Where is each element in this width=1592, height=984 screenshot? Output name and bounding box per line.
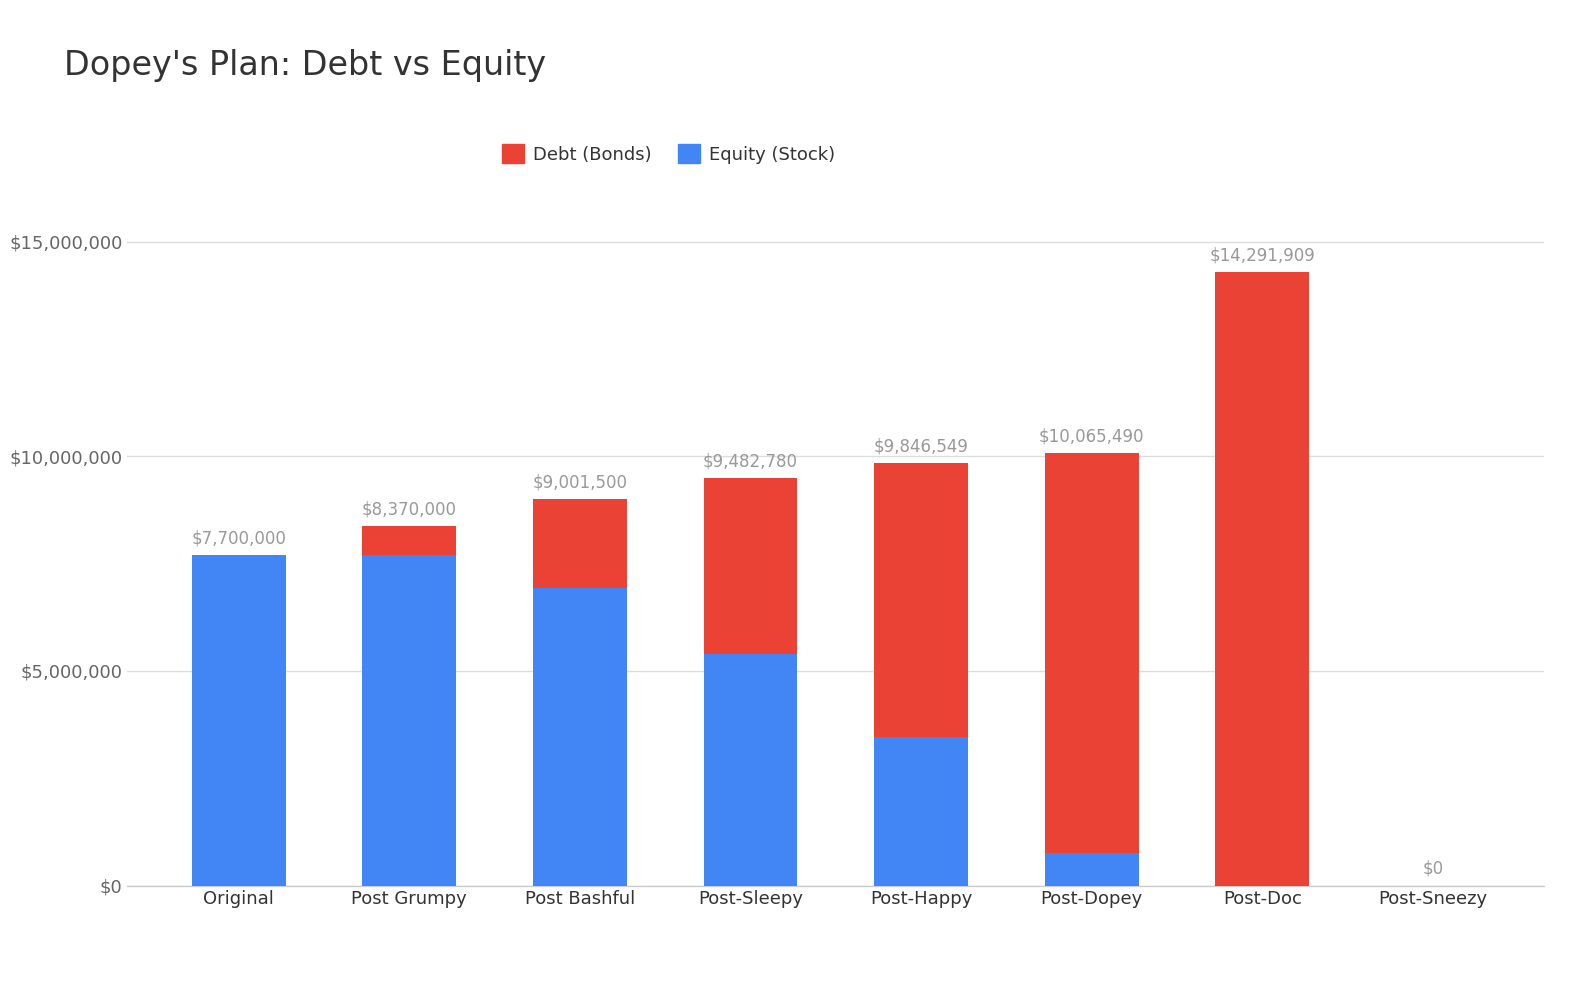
Text: $14,291,909: $14,291,909 (1210, 246, 1315, 264)
Bar (191, 555, 285, 886)
Bar (1044, 852, 1138, 886)
Bar (533, 588, 627, 886)
Bar (363, 555, 457, 886)
Bar (1215, 272, 1309, 886)
Text: $8,370,000: $8,370,000 (361, 501, 457, 519)
Bar (533, 499, 627, 588)
Text: $10,065,490: $10,065,490 (1040, 428, 1145, 446)
Bar (874, 737, 968, 886)
Text: $9,482,780: $9,482,780 (704, 453, 798, 470)
Bar (363, 526, 457, 555)
Text: $9,846,549: $9,846,549 (874, 437, 968, 455)
Bar (874, 462, 968, 737)
Text: Dopey's Plan: Debt vs Equity: Dopey's Plan: Debt vs Equity (64, 49, 546, 83)
Bar (704, 654, 798, 886)
Text: $9,001,500: $9,001,500 (532, 473, 627, 491)
Bar (1044, 454, 1138, 852)
Text: $7,700,000: $7,700,000 (191, 529, 287, 547)
Text: $0: $0 (1422, 860, 1444, 878)
Bar (704, 478, 798, 654)
Legend: Debt (Bonds), Equity (Stock): Debt (Bonds), Equity (Stock) (495, 137, 842, 171)
